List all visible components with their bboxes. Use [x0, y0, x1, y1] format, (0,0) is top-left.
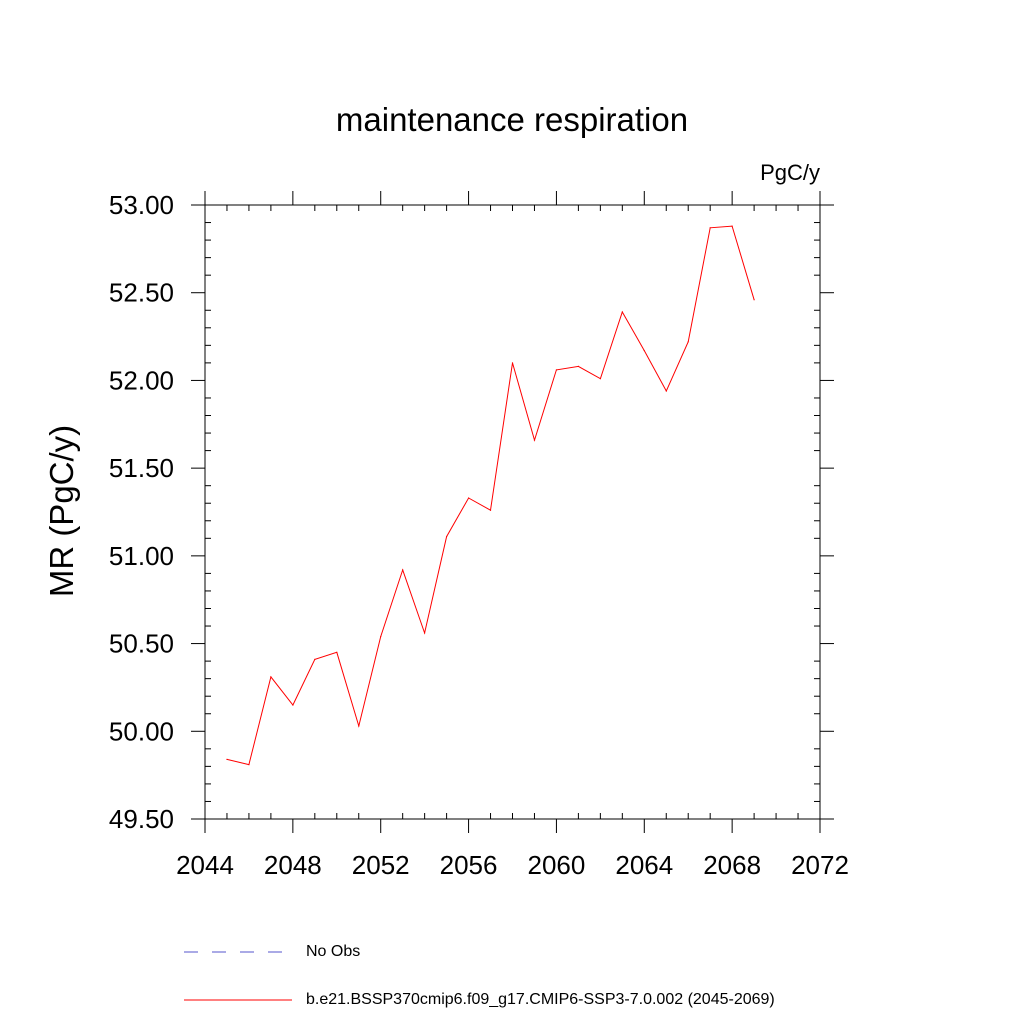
data-point: [270, 676, 272, 678]
data-point: [687, 341, 689, 343]
data-point: [336, 651, 338, 653]
x-tick-label: 2064: [615, 850, 673, 880]
legend-entry-model: b.e21.BSSP370cmip6.f09_g17.CMIP6-SSP3-7.…: [184, 989, 775, 1011]
legend-swatch-no-obs: [184, 951, 292, 953]
x-tick-label: 2044: [176, 850, 234, 880]
data-point: [753, 299, 755, 301]
axis-ticks: 2044 2048 2052 2056 2060 2064 2068 2072 49.50 50.…: [109, 190, 849, 880]
y-tick-label: 53.00: [109, 190, 174, 220]
data-point: [709, 227, 711, 229]
legend-swatch-model: [184, 999, 292, 1001]
data-point: [380, 635, 382, 638]
y-tick-label: 49.50: [109, 804, 174, 834]
legend-label-model: b.e21.BSSP370cmip6.f09_g17.CMIP6-SSP3-7.…: [306, 991, 775, 1008]
x-tick-label: 2056: [440, 850, 498, 880]
data-point: [446, 535, 448, 538]
data-point: [358, 725, 360, 727]
y-tick-label: 51.00: [109, 541, 174, 571]
data-point: [533, 439, 536, 441]
x-tick-label: 2060: [528, 850, 586, 880]
data-point: [226, 758, 228, 760]
x-tick-label: 2072: [791, 850, 849, 880]
data-point: [599, 378, 601, 380]
data-point: [621, 311, 623, 313]
data-point: [489, 509, 492, 511]
legend-label-no-obs: No Obs: [306, 943, 361, 960]
data-point: [424, 632, 426, 634]
units-label: PgC/y: [760, 160, 820, 185]
y-tick-label: 51.50: [109, 453, 174, 483]
x-tick-label: 2052: [352, 850, 410, 880]
y-tick-label: 52.50: [109, 278, 174, 308]
data-point: [467, 497, 470, 499]
data-point: [555, 369, 558, 371]
data-point: [292, 704, 294, 706]
y-tick-label: 50.00: [109, 716, 174, 746]
legend-entry-no-obs: No Obs: [184, 941, 360, 963]
y-tick-label: 50.50: [109, 629, 174, 659]
y-axis-label: MR (PgC/y): [43, 425, 80, 597]
data-point: [665, 390, 667, 392]
series-layer: [226, 225, 755, 766]
data-point: [511, 362, 514, 364]
data-point: [731, 225, 733, 227]
x-tick-label: 2068: [703, 850, 761, 880]
plot-frame: [204, 204, 821, 820]
data-point: [643, 350, 645, 352]
series-line-model: [226, 225, 755, 766]
data-point: [577, 365, 579, 367]
data-point: [248, 764, 250, 766]
x-tick-label: 2048: [264, 850, 322, 880]
chart-title: maintenance respiration: [336, 101, 688, 138]
y-tick-label: 52.00: [109, 365, 174, 395]
data-point: [402, 569, 404, 571]
data-point: [314, 658, 316, 660]
